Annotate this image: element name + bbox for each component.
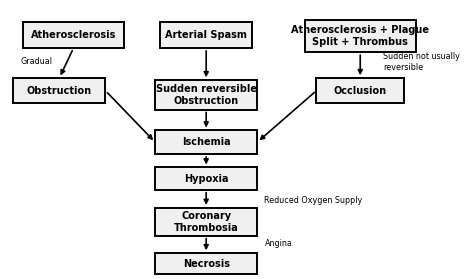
Text: Arterial Spasm: Arterial Spasm	[165, 30, 247, 40]
Text: Reduced Oxygen Supply: Reduced Oxygen Supply	[264, 196, 363, 205]
Text: Sudden reversible
Obstruction: Sudden reversible Obstruction	[155, 84, 257, 106]
FancyBboxPatch shape	[160, 22, 252, 48]
FancyBboxPatch shape	[155, 253, 257, 274]
Text: Necrosis: Necrosis	[182, 259, 230, 269]
Text: Hypoxia: Hypoxia	[184, 174, 228, 184]
Text: Coronary
Thrombosia: Coronary Thrombosia	[174, 211, 238, 233]
FancyBboxPatch shape	[316, 78, 404, 103]
FancyBboxPatch shape	[155, 80, 257, 109]
FancyBboxPatch shape	[155, 208, 257, 236]
Text: Occlusion: Occlusion	[334, 86, 387, 96]
FancyBboxPatch shape	[155, 167, 257, 190]
Text: Atherosclerosis + Plague
Split + Thrombus: Atherosclerosis + Plague Split + Thrombu…	[291, 25, 429, 47]
FancyBboxPatch shape	[13, 78, 105, 103]
FancyBboxPatch shape	[23, 22, 124, 48]
Text: Atherosclerosis: Atherosclerosis	[31, 30, 116, 40]
FancyBboxPatch shape	[304, 20, 416, 52]
Text: Ischemia: Ischemia	[182, 137, 230, 147]
Text: Gradual: Gradual	[21, 57, 53, 66]
Text: Angina: Angina	[264, 239, 292, 248]
FancyBboxPatch shape	[155, 131, 257, 154]
Text: Obstruction: Obstruction	[27, 86, 92, 96]
Text: Sudden not usually
reversible: Sudden not usually reversible	[383, 52, 460, 72]
